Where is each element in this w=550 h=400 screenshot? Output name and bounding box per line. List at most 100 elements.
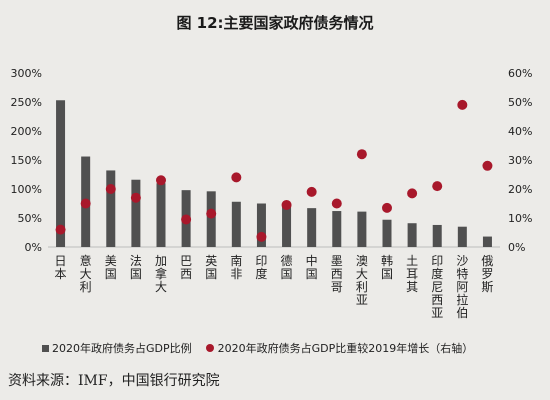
- x-tick-label: 巴: [180, 254, 192, 268]
- x-tick-label: 沙: [456, 254, 468, 268]
- bar: [106, 170, 116, 247]
- x-tick-label: 本: [55, 267, 67, 281]
- point: [281, 199, 292, 210]
- x-tick-label: 德: [281, 253, 293, 268]
- x-tick-label: 西: [331, 267, 343, 281]
- legend-item-bar: 2020年政府债务占GDP比例: [42, 340, 192, 356]
- x-tick-label: 土: [406, 254, 418, 268]
- chart-legend: 2020年政府债务占GDP比例 2020年政府债务占GDP比重较2019年增长（…: [42, 340, 487, 356]
- bar: [231, 201, 241, 247]
- bar: [206, 191, 216, 247]
- point: [206, 208, 217, 219]
- x-tick-label: 大: [356, 267, 368, 281]
- point: [130, 192, 141, 203]
- legend-bar-swatch: [42, 344, 49, 352]
- x-tick-label: 其: [406, 280, 418, 294]
- y-left-tick-label: 100%: [11, 183, 42, 196]
- x-tick-label: 斯: [481, 280, 493, 294]
- bar: [457, 226, 467, 247]
- x-tick-label: 伯: [456, 305, 468, 320]
- point: [80, 198, 91, 209]
- legend-dot-swatch: [205, 344, 214, 352]
- x-tick-label: 澳: [356, 254, 368, 268]
- x-tick-label: 大: [80, 267, 92, 281]
- x-tick-label: 特: [456, 266, 468, 281]
- chart-title: 图 12:主要国家政府债务情况: [176, 14, 374, 32]
- x-tick-label: 美: [105, 254, 117, 268]
- x-tick-label: 印: [255, 254, 267, 268]
- x-tick-label: 日: [55, 254, 67, 268]
- x-tick-label: 国: [381, 267, 393, 281]
- point: [256, 231, 267, 242]
- x-tick-label: 国: [205, 267, 217, 281]
- bar: [131, 179, 141, 247]
- x-tick-label: 耳: [406, 267, 418, 281]
- bar: [357, 211, 367, 247]
- x-tick-label: 加: [155, 254, 167, 268]
- legend-bar-label: 2020年政府债务占GDP比例: [52, 342, 192, 355]
- bar: [307, 208, 317, 247]
- y-left-tick-label: 200%: [11, 125, 42, 138]
- x-tick-label: 墨: [331, 254, 343, 268]
- point: [55, 224, 66, 235]
- y-right-tick-label: 10%: [508, 212, 532, 225]
- x-tick-label: 南: [230, 253, 242, 268]
- bar: [482, 236, 492, 247]
- x-tick-label: 印: [431, 254, 443, 268]
- point: [105, 184, 116, 194]
- point: [156, 175, 166, 186]
- point: [482, 160, 493, 171]
- y-right-tick-label: 40%: [508, 125, 532, 138]
- bar: [332, 211, 342, 247]
- y-left-tick-label: 300%: [11, 67, 42, 80]
- x-tick-label: 度: [431, 266, 443, 281]
- legend-dot-label: 2020年政府债务占GDP比重较2019年增长（右轴）: [217, 342, 474, 355]
- x-tick-label: 利: [80, 280, 92, 294]
- bar: [156, 183, 166, 247]
- x-tick-label: 国: [306, 267, 318, 281]
- x-tick-label: 国: [105, 267, 117, 281]
- x-tick-label: 意: [80, 253, 92, 268]
- y-right-tick-label: 20%: [508, 183, 532, 196]
- x-tick-label: 国: [281, 267, 293, 281]
- x-tick-label: 非: [230, 267, 242, 281]
- x-tick-label: 度: [255, 266, 267, 281]
- x-tick-label: 西: [431, 293, 443, 307]
- x-tick-label: 罗: [481, 267, 493, 281]
- x-tick-label: 亚: [431, 306, 443, 320]
- point: [457, 99, 468, 110]
- point: [382, 202, 392, 213]
- x-tick-label: 国: [130, 267, 142, 281]
- x-tick-label: 利: [356, 280, 368, 294]
- point: [181, 214, 192, 225]
- x-tick-label: 拿: [155, 266, 167, 281]
- y-right-tick-label: 0%: [508, 241, 525, 254]
- x-tick-label: 中: [306, 253, 318, 268]
- x-tick-label: 大: [155, 280, 167, 294]
- x-tick-label: 法: [130, 254, 142, 268]
- y-left-tick-label: 150%: [11, 154, 42, 167]
- x-tick-label: 拉: [456, 292, 468, 307]
- y-right-tick-label: 50%: [508, 96, 532, 109]
- bar: [256, 203, 266, 247]
- y-right-tick-label: 60%: [508, 67, 532, 80]
- point: [407, 188, 418, 199]
- x-tick-label: 亚: [356, 293, 368, 307]
- bar: [282, 206, 292, 247]
- x-tick-label: 英: [205, 254, 217, 268]
- point: [432, 181, 443, 192]
- x-tick-label: 尼: [431, 280, 443, 294]
- bar: [407, 223, 417, 247]
- point: [306, 186, 317, 197]
- point: [331, 198, 342, 209]
- bar: [382, 219, 392, 247]
- point: [231, 172, 242, 183]
- source-note: 资料来源：IMF，中国银行研究院: [8, 373, 220, 389]
- x-tick-label: 西: [180, 267, 192, 281]
- y-left-tick-label: 0%: [25, 241, 42, 254]
- y-left-tick-label: 250%: [11, 96, 42, 109]
- bar: [432, 224, 442, 247]
- x-tick-label: 韩: [381, 253, 393, 268]
- y-right-tick-label: 30%: [508, 154, 532, 167]
